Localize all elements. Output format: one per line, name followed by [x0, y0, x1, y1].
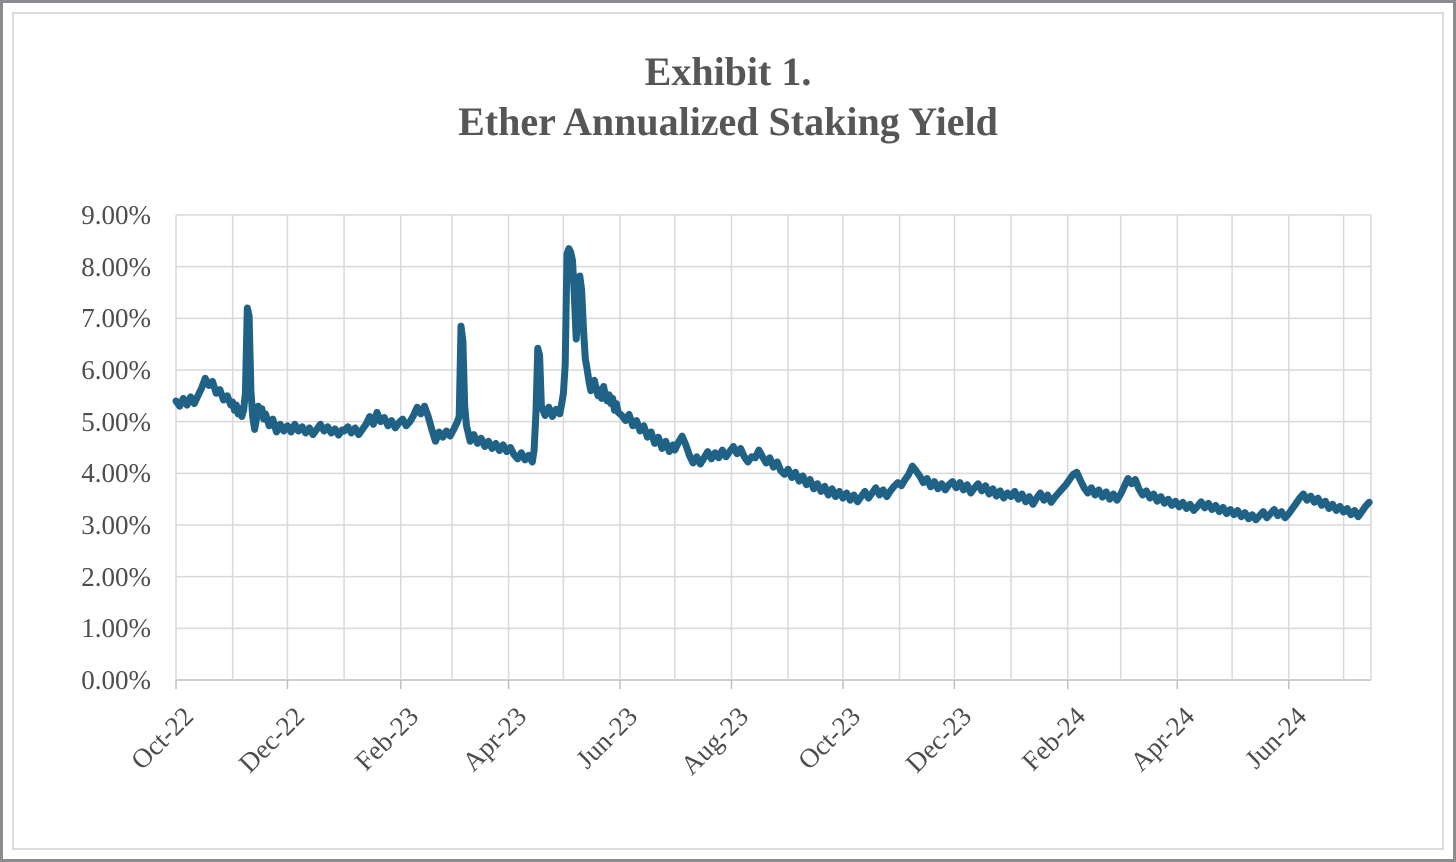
y-axis-tick-label: 4.00% — [81, 458, 151, 489]
y-axis-tick-label: 5.00% — [81, 406, 151, 437]
staking-yield-line-chart — [172, 214, 1373, 689]
chart-title-line-2: Ether Annualized Staking Yield — [458, 99, 998, 144]
y-axis-tick-label: 2.00% — [81, 561, 151, 592]
chart-title: Exhibit 1. Ether Annualized Staking Yiel… — [3, 47, 1453, 147]
y-axis-tick-label: 1.00% — [81, 613, 151, 644]
staking-yield-line — [172, 245, 1373, 524]
y-axis-tick-label: 8.00% — [81, 251, 151, 282]
y-axis-tick-label: 0.00% — [81, 665, 151, 695]
chart-title-line-1: Exhibit 1. — [644, 49, 812, 94]
y-axis-tick-label: 3.00% — [81, 510, 151, 540]
y-axis-tick-label: 7.00% — [81, 303, 151, 334]
y-axis-tick-label: 9.00% — [81, 200, 151, 230]
y-axis-tick-label: 6.00% — [81, 355, 151, 385]
